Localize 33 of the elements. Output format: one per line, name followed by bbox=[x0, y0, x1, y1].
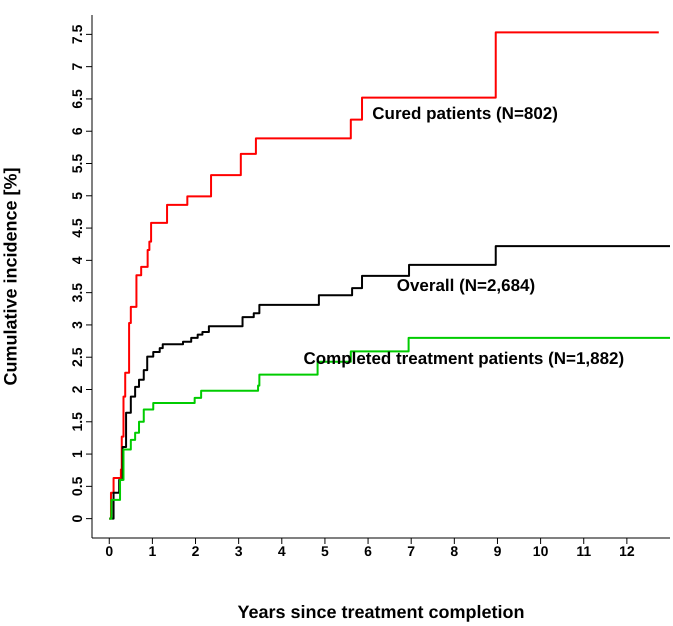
x-tick-label: 10 bbox=[532, 542, 549, 559]
x-tick-label: 7 bbox=[407, 542, 416, 559]
y-tick-label: 1 bbox=[69, 450, 85, 458]
x-axis-title: Years since treatment completion bbox=[237, 602, 525, 622]
y-tick-label: 3 bbox=[69, 320, 85, 329]
x-tick-label: 3 bbox=[234, 542, 243, 559]
y-tick-label: 0.5 bbox=[69, 476, 85, 496]
y-tick-label: 7 bbox=[69, 62, 85, 71]
y-tick-label: 6.5 bbox=[69, 88, 85, 109]
x-tick-label: 4 bbox=[278, 542, 286, 559]
x-tick-label: 8 bbox=[450, 542, 458, 559]
y-axis-title: Cumulative incidence [%] bbox=[0, 167, 20, 386]
x-tick-label: 5 bbox=[321, 542, 330, 559]
y-tick-label: 5.5 bbox=[69, 154, 85, 174]
y-tick-label: 5 bbox=[69, 192, 85, 200]
x-tick-label: 11 bbox=[576, 542, 592, 559]
x-tick-label: 12 bbox=[619, 542, 635, 559]
series-label: Cured patients (N=802) bbox=[372, 104, 558, 124]
y-tick-label: 1.5 bbox=[69, 412, 85, 432]
y-tick-label: 2 bbox=[69, 385, 85, 394]
x-tick-label: 2 bbox=[192, 542, 200, 559]
y-tick-label: 2.5 bbox=[69, 347, 85, 367]
x-tick-label: 0 bbox=[105, 542, 114, 559]
y-tick-label: 3.5 bbox=[69, 282, 85, 302]
x-tick-label: 1 bbox=[148, 542, 156, 559]
y-tick-label: 4.5 bbox=[69, 218, 85, 238]
y-tick-label: 0 bbox=[69, 514, 85, 523]
x-tick-label: 9 bbox=[494, 542, 502, 559]
y-tick-label: 6 bbox=[69, 127, 85, 136]
y-tick-label: 4 bbox=[69, 256, 85, 264]
x-tick-label: 6 bbox=[364, 542, 372, 559]
y-tick-label: 7.5 bbox=[69, 24, 85, 44]
series-label: Overall (N=2,684) bbox=[396, 276, 536, 295]
